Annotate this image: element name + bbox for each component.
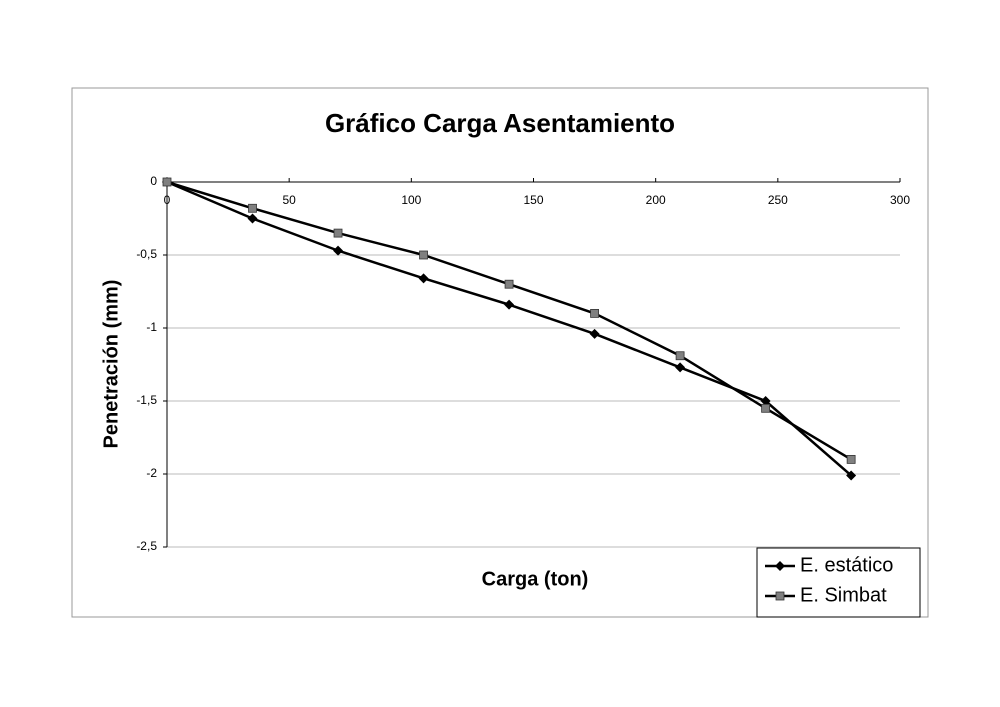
marker-diamond bbox=[504, 299, 515, 310]
legend-label: E. Simbat bbox=[800, 584, 887, 606]
marker-square bbox=[675, 351, 685, 361]
y-tick-label: -0,5 bbox=[136, 247, 157, 261]
marker-square bbox=[162, 177, 172, 187]
chart-frame bbox=[71, 87, 929, 618]
y-tick-label: 0 bbox=[150, 174, 157, 188]
x-tick-label: 50 bbox=[282, 193, 296, 207]
marker-diamond bbox=[760, 396, 771, 406]
marker-square bbox=[846, 454, 856, 464]
y-tick-label: -1 bbox=[146, 320, 157, 334]
marker-square bbox=[248, 203, 257, 213]
marker-diamond bbox=[589, 328, 600, 339]
chart-title: Gráfico Carga Asentamiento bbox=[325, 108, 675, 138]
y-tick-label: -2,5 bbox=[136, 539, 157, 553]
legend-label: E. estático bbox=[800, 554, 893, 576]
y-tick-label: -1,5 bbox=[136, 393, 157, 407]
legend-marker bbox=[775, 561, 785, 571]
x-tick-label: 150 bbox=[523, 193, 543, 207]
marker-diamond bbox=[418, 273, 429, 284]
marker-square bbox=[333, 228, 343, 238]
x-tick-label: 250 bbox=[768, 193, 788, 207]
x-axis-label: Carga (ton) bbox=[482, 568, 589, 590]
marker-diamond bbox=[846, 470, 857, 481]
marker-square bbox=[761, 403, 771, 413]
x-tick-label: 0 bbox=[164, 193, 171, 207]
x-tick-label: 100 bbox=[401, 193, 421, 207]
legend-box bbox=[756, 547, 921, 618]
marker-diamond bbox=[333, 245, 344, 256]
marker-diamond bbox=[675, 362, 686, 373]
x-tick-label: 200 bbox=[646, 193, 666, 207]
legend-marker bbox=[775, 591, 785, 601]
marker-square bbox=[590, 308, 599, 318]
x-tick-label: 300 bbox=[890, 193, 910, 207]
y-tick-label: -2 bbox=[146, 466, 157, 480]
marker-square bbox=[504, 279, 514, 289]
marker-diamond bbox=[247, 213, 258, 224]
marker-square bbox=[419, 250, 428, 260]
y-axis-label: Penetración (mm) bbox=[100, 280, 122, 449]
